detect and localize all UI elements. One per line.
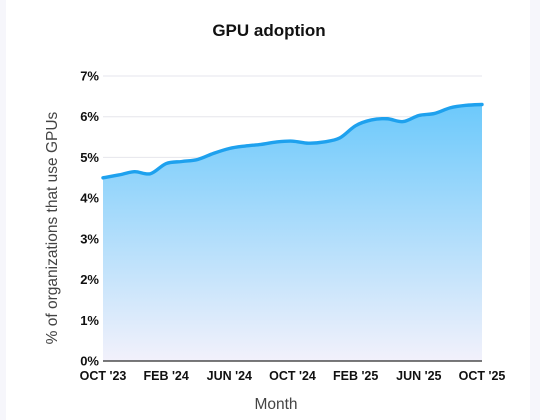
chart-card: GPU adoption 0% 1% 2% 3% 4% 5% 6% 7% OCT '23 FEB… — [6, 0, 530, 420]
x-tick-label: OCT '24 — [269, 369, 316, 383]
y-axis-ticks: 0% 1% 2% 3% 4% 5% 6% 7% — [80, 69, 99, 369]
y-tick-label: 6% — [80, 109, 99, 124]
y-tick-label: 2% — [80, 272, 99, 287]
x-axis-ticks: OCT '23 FEB '24 JUN '24 OCT '24 FEB '25 JUN '… — [80, 369, 506, 383]
y-tick-label: 5% — [80, 150, 99, 165]
x-tick-label: FEB '25 — [333, 369, 378, 383]
y-tick-label: 0% — [80, 354, 99, 369]
y-tick-label: 1% — [80, 313, 99, 328]
gpu-adoption-chart: GPU adoption 0% 1% 2% 3% 4% 5% 6% 7% OCT '23 FEB… — [44, 21, 506, 413]
x-axis-title: Month — [254, 396, 297, 413]
x-tick-label: OCT '23 — [80, 369, 127, 383]
chart-title: GPU adoption — [212, 21, 325, 40]
adoption-line — [101, 102, 484, 180]
x-tick-label: JUN '25 — [396, 369, 441, 383]
area-fill — [103, 104, 482, 361]
y-axis-title: % of organizations that use GPUs — [44, 111, 61, 344]
x-tick-label: FEB '24 — [143, 369, 188, 383]
y-tick-label: 3% — [80, 231, 99, 246]
y-tick-label: 7% — [80, 69, 99, 84]
y-tick-label: 4% — [80, 191, 99, 206]
x-tick-label: JUN '24 — [207, 369, 252, 383]
x-tick-label: OCT '25 — [459, 369, 506, 383]
